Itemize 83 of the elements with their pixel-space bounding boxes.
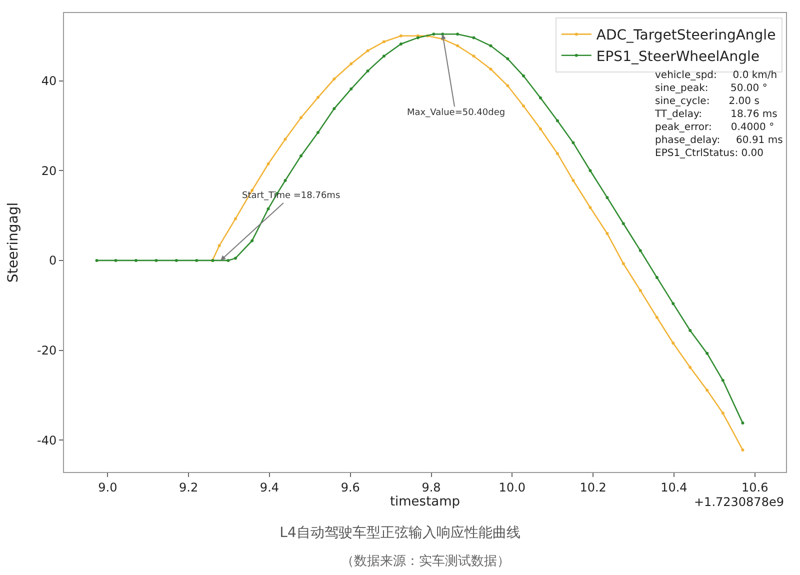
y-tick-label: 20 bbox=[41, 164, 57, 178]
point bbox=[506, 84, 510, 88]
point bbox=[195, 258, 198, 262]
point bbox=[234, 217, 237, 220]
y-tick-label: -40 bbox=[36, 433, 57, 448]
point bbox=[721, 412, 724, 415]
point bbox=[382, 54, 386, 58]
point bbox=[672, 342, 675, 345]
point bbox=[606, 196, 609, 200]
annotation: Max_Value=50.40deg bbox=[407, 108, 506, 118]
point bbox=[688, 366, 692, 369]
point bbox=[588, 169, 592, 172]
annotation: vehicle_spd: 0.0 km/h sine_peak: 50.00 ° sine_cycle: 2.00 s TT_delay: 18.76 ms peak_error: 0.4000 ° phase_delay: 60.91 ms EPS1_CtrlStatus: 0.00 bbox=[654, 70, 783, 159]
point bbox=[366, 49, 370, 52]
text: L4自动驾驶车型正弦输入响应性能曲线 bbox=[280, 524, 520, 541]
point bbox=[638, 289, 642, 292]
point bbox=[638, 249, 642, 252]
point bbox=[606, 232, 609, 236]
point bbox=[366, 69, 370, 72]
point bbox=[572, 141, 575, 144]
point bbox=[432, 32, 436, 36]
y-tick-label: -20 bbox=[36, 343, 57, 358]
point bbox=[688, 329, 692, 332]
point bbox=[382, 40, 386, 44]
point bbox=[95, 258, 98, 262]
point bbox=[588, 206, 592, 209]
point bbox=[721, 378, 724, 382]
point bbox=[556, 152, 559, 156]
legend-label: EPS1_SteerWheelAngle bbox=[596, 48, 760, 65]
point bbox=[622, 222, 625, 226]
text: +1.7230878e9 bbox=[694, 495, 784, 509]
point bbox=[456, 32, 460, 36]
y-tick-label: 0 bbox=[48, 254, 57, 268]
point bbox=[266, 207, 270, 210]
x-tick-label: 10.4 bbox=[660, 480, 688, 494]
legend-label: ADC_TargetSteeringAngle bbox=[596, 28, 776, 44]
point bbox=[332, 107, 336, 110]
point bbox=[266, 162, 270, 166]
x-axis-title: timestamp bbox=[390, 494, 460, 510]
point bbox=[300, 116, 303, 120]
point bbox=[472, 54, 476, 58]
x-tick-label: 9.8 bbox=[422, 480, 441, 494]
point bbox=[456, 44, 460, 48]
point bbox=[572, 179, 575, 182]
x-tick-label: 9.6 bbox=[340, 480, 360, 494]
point bbox=[316, 96, 320, 99]
point bbox=[706, 388, 709, 392]
point bbox=[472, 36, 476, 40]
point bbox=[399, 34, 402, 38]
point bbox=[114, 258, 118, 262]
point bbox=[556, 119, 559, 122]
point bbox=[300, 154, 303, 158]
x-tick-label: 10.0 bbox=[498, 480, 526, 494]
y-axis-title: Steeringagl bbox=[6, 202, 22, 283]
x-tick-label: 10.2 bbox=[580, 480, 606, 494]
point bbox=[506, 57, 510, 60]
point bbox=[672, 302, 675, 306]
point bbox=[284, 179, 287, 182]
point bbox=[332, 78, 336, 81]
point bbox=[522, 74, 525, 78]
point bbox=[284, 138, 287, 141]
point bbox=[489, 44, 492, 48]
point bbox=[234, 256, 237, 260]
point bbox=[741, 448, 744, 452]
point bbox=[218, 244, 221, 248]
point bbox=[154, 258, 158, 262]
point bbox=[622, 262, 625, 266]
point bbox=[489, 68, 492, 71]
text: （数据来源：实车测试数据） bbox=[341, 554, 510, 569]
point bbox=[226, 258, 230, 262]
point bbox=[741, 422, 744, 425]
x-tick-label: 9.2 bbox=[179, 480, 198, 494]
x-tick-label: 10.6 bbox=[741, 480, 768, 494]
point bbox=[538, 96, 542, 100]
point bbox=[250, 239, 254, 242]
point bbox=[350, 62, 353, 66]
point bbox=[399, 42, 402, 46]
x-tick-label: 9.0 bbox=[98, 480, 118, 494]
y-tick-label: 40 bbox=[41, 74, 57, 88]
point bbox=[706, 352, 709, 355]
point bbox=[538, 127, 542, 130]
point bbox=[350, 87, 353, 90]
x-tick-label: 9.4 bbox=[260, 480, 280, 494]
